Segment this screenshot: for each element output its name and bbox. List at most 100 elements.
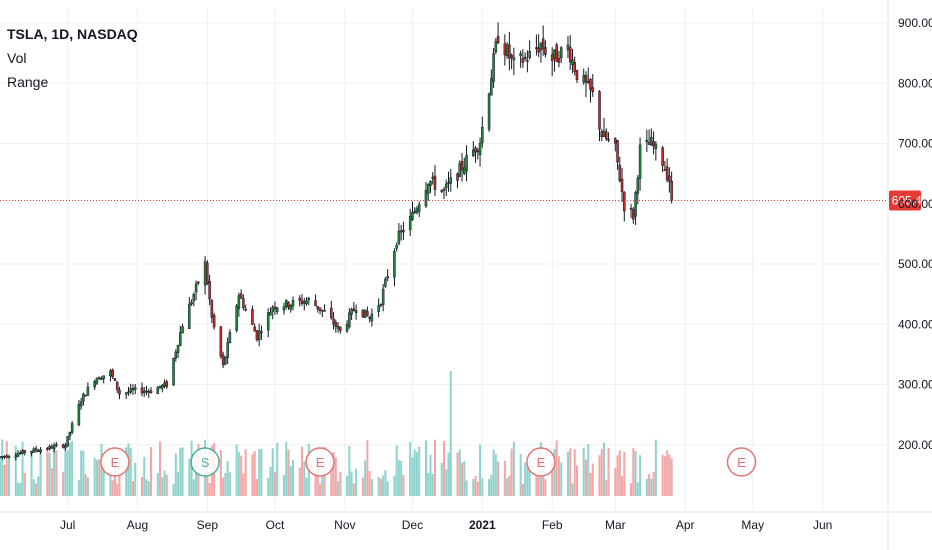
candle-body	[100, 378, 103, 380]
x-tick-label: May	[741, 518, 764, 532]
candle-body	[647, 142, 651, 145]
volume-bar	[427, 472, 430, 496]
candle-body	[305, 300, 308, 305]
volume-bar	[172, 483, 175, 496]
price-axis[interactable]: 200.00 300.00 400.00 500.00 600.00 700.00 800.…	[898, 16, 932, 452]
indicator-range-label[interactable]: Range	[7, 74, 49, 90]
candle-body	[260, 331, 263, 334]
event-marker-split[interactable]: S	[190, 447, 220, 477]
candle-body	[632, 209, 635, 220]
volume-bar	[566, 451, 569, 496]
candle-body	[645, 140, 649, 143]
candle-body	[519, 53, 522, 57]
candle-body	[634, 192, 637, 217]
candle-body	[273, 306, 277, 310]
volume-bar	[147, 481, 150, 496]
candle-body	[174, 351, 178, 359]
volume-bar	[140, 477, 144, 496]
volume-bar	[127, 443, 130, 496]
volume-bar	[93, 457, 96, 496]
volume-bar	[424, 440, 427, 496]
candle-body	[553, 49, 556, 59]
candle-body	[5, 455, 9, 458]
candle-body	[618, 164, 622, 182]
candle-body	[188, 303, 191, 329]
candle-body	[298, 297, 302, 301]
candle-body	[336, 326, 340, 329]
candle-body	[86, 386, 90, 396]
candle-body	[386, 276, 389, 279]
candle-body	[129, 388, 132, 393]
candle-body	[472, 149, 475, 157]
volume-bar	[456, 452, 459, 496]
candle-body	[124, 392, 128, 395]
event-marker-earnings[interactable]: E	[526, 447, 556, 477]
volume-bar	[271, 448, 274, 496]
volume-bar	[519, 454, 522, 496]
candle-body	[235, 305, 238, 331]
candle-body	[197, 281, 200, 284]
candle-body	[307, 298, 311, 300]
symbol-title[interactable]: TSLA, 1D, NASDAQ	[7, 26, 138, 42]
volume-bar	[508, 475, 511, 496]
volume-bar	[181, 447, 184, 496]
volume-bar	[330, 457, 333, 496]
indicator-vol-label[interactable]: Vol	[7, 50, 27, 66]
volume-bar	[571, 483, 574, 496]
volume-bar	[366, 440, 369, 496]
volume-bar	[355, 468, 358, 496]
candle-body	[284, 299, 288, 307]
volume-bar	[116, 483, 119, 496]
volume-bar	[111, 480, 114, 496]
candle-body	[384, 278, 387, 287]
volume-bar	[607, 447, 610, 496]
candle-body	[417, 204, 421, 212]
candle-body	[573, 62, 576, 72]
y-tick-label: 600.00	[898, 197, 932, 211]
volume-bar	[258, 449, 261, 496]
candle-body	[377, 305, 380, 312]
candle-body	[487, 93, 491, 130]
candle-body	[433, 175, 437, 190]
volume-bar	[66, 450, 69, 496]
candle-body	[102, 375, 105, 380]
volume-bar	[382, 475, 385, 496]
event-marker-earnings[interactable]: E	[726, 447, 757, 477]
candle-body	[537, 47, 540, 53]
volume-bar	[361, 477, 364, 496]
volume-bar	[289, 465, 292, 496]
volume-bar	[652, 471, 655, 496]
volume-bar	[490, 474, 493, 496]
candle-body	[661, 147, 664, 166]
candle-body	[237, 295, 241, 309]
volume-bar	[21, 441, 24, 496]
volume-bar	[305, 477, 308, 496]
volume-bar	[143, 457, 146, 496]
candle-body	[670, 180, 673, 201]
last-price-label: 605.46	[892, 194, 929, 208]
volume-bar	[418, 446, 421, 496]
volume-bar	[395, 445, 398, 496]
event-marker-earnings[interactable]: E	[100, 447, 130, 477]
candle-body	[463, 167, 466, 174]
candle-body	[528, 51, 531, 58]
event-marker-earnings[interactable]: E	[305, 447, 335, 477]
volume-bar	[208, 483, 211, 496]
candle-body	[163, 382, 166, 387]
candle-body	[575, 69, 579, 81]
candle-body	[442, 188, 446, 191]
candle-body	[629, 208, 633, 210]
candle-body	[638, 144, 642, 179]
time-axis[interactable]: Jul Aug Sep Oct Nov Dec 2021 Feb Mar Apr May Jun	[60, 518, 832, 532]
volume-bar	[337, 480, 340, 496]
volume-bar	[447, 452, 450, 496]
volume-bar	[524, 462, 527, 496]
volume-bar	[553, 449, 556, 496]
volume-bar	[48, 452, 51, 496]
volume-bar	[645, 478, 648, 496]
volume-bar	[661, 454, 664, 496]
volume-bar	[35, 483, 38, 496]
legend: TSLA, 1D, NASDAQ Vol Range	[7, 22, 138, 94]
